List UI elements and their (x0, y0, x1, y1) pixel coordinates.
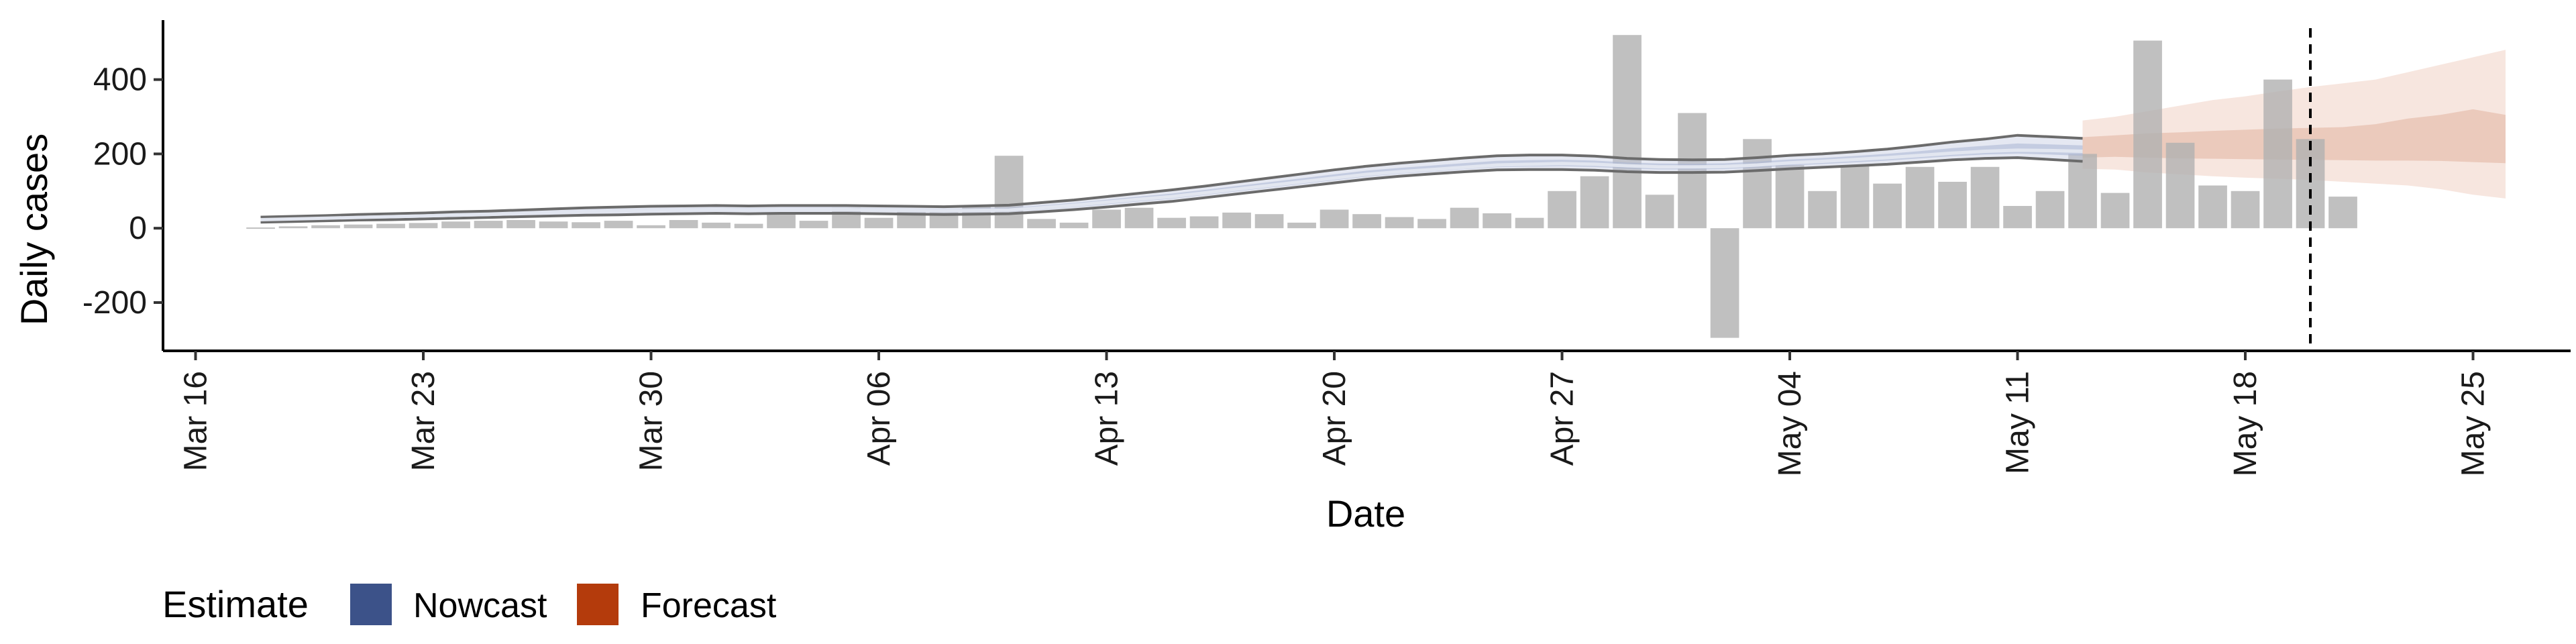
case-bar (2133, 40, 2162, 229)
case-bar (1970, 166, 2000, 229)
nowcast-bands (260, 133, 2083, 224)
nowcast-median-line (260, 148, 2083, 221)
daily-case-bars (246, 35, 2357, 338)
case-bar (767, 213, 796, 229)
case-bar (1352, 214, 1381, 229)
case-bar (2231, 191, 2260, 229)
case-bar (1157, 217, 1186, 229)
nowcast-lower-line (260, 156, 2083, 224)
x-axis-title: Date (1326, 492, 1405, 535)
case-bar (539, 221, 568, 229)
case-bar (1873, 183, 1902, 229)
x-tick-label: Mar 16 (178, 371, 214, 471)
case-bar (311, 225, 340, 229)
case-bar (1189, 216, 1219, 229)
case-bar (1548, 191, 1576, 229)
case-bar (1483, 213, 1511, 229)
x-tick-label: Mar 23 (406, 371, 441, 471)
case-bar (506, 220, 535, 229)
legend-key-forecast (577, 584, 619, 625)
case-bar (278, 226, 308, 229)
case-bar (1515, 217, 1544, 229)
x-tick-label: Apr 27 (1545, 371, 1580, 466)
legend: Estimate Nowcast Forecast (162, 583, 777, 625)
case-bar (669, 220, 698, 229)
case-bar (604, 221, 633, 229)
y-axis-title: Daily cases (13, 133, 55, 325)
case-bar (1613, 35, 1642, 229)
case-bar (376, 223, 405, 229)
y-tick-label: 0 (129, 211, 147, 246)
case-bar (2296, 139, 2325, 229)
case-bar (409, 223, 438, 229)
case-bar (2328, 197, 2357, 229)
case-bar (2165, 142, 2195, 229)
case-bar (1320, 209, 1349, 229)
case-bar (2100, 193, 2130, 229)
case-bar (1905, 166, 1935, 229)
legend-key-nowcast (350, 584, 392, 625)
y-tick-label: -200 (83, 285, 147, 321)
x-tick-label: May 25 (2456, 371, 2491, 476)
case-bar (637, 225, 665, 229)
case-bar (1645, 195, 1674, 229)
case-bar (1840, 165, 1870, 229)
y-tick-label: 200 (93, 136, 147, 172)
case-bar (441, 221, 470, 229)
case-bar (2198, 185, 2227, 229)
case-bar (2263, 79, 2292, 229)
case-bar (702, 222, 731, 229)
x-tick-label: Apr 20 (1317, 371, 1352, 466)
case-bar (1124, 207, 1154, 229)
y-tick-label: 400 (93, 62, 147, 98)
case-bar (734, 223, 763, 229)
case-bar (1710, 228, 1739, 338)
case-bar (1222, 212, 1251, 229)
legend-label-nowcast: Nowcast (413, 586, 547, 625)
y-axis-ticks: -200 0 200 400 (83, 62, 163, 321)
case-bar (1450, 207, 1479, 229)
x-tick-label: May 18 (2228, 371, 2263, 476)
case-bar (1385, 217, 1414, 229)
case-bar (1254, 214, 1284, 229)
x-tick-label: Apr 06 (861, 371, 897, 466)
axes: -200 0 200 400 Mar 16 Mar 23 Mar 30 Apr 06 Apr … (83, 20, 2571, 476)
case-bar (1287, 222, 1316, 229)
case-bar (1808, 191, 1837, 229)
x-tick-label: May 11 (2000, 371, 2036, 474)
case-bar (864, 217, 894, 229)
case-bar (2035, 191, 2065, 229)
case-bar (1059, 222, 1089, 229)
x-tick-label: Apr 13 (1089, 371, 1125, 466)
x-tick-label: May 04 (1772, 371, 1808, 476)
case-bar (799, 221, 828, 229)
case-bar (474, 221, 503, 229)
case-bar (1027, 219, 1056, 229)
case-bar (1743, 139, 1772, 229)
case-bar (2068, 154, 2097, 229)
case-bar (1092, 209, 1121, 229)
case-bar (1417, 219, 1446, 229)
case-bar (1580, 176, 1609, 229)
legend-label-forecast: Forecast (641, 586, 777, 625)
x-axis-ticks: Mar 16 Mar 23 Mar 30 Apr 06 Apr 13 Apr 20 Apr … (178, 351, 2491, 476)
case-bar (246, 227, 275, 229)
x-tick-label: Mar 30 (634, 371, 669, 471)
case-bar (1678, 113, 1707, 229)
case-bar (994, 156, 1024, 229)
case-bar (572, 222, 600, 229)
case-bar (1775, 165, 1805, 229)
nowcast-upper-line (260, 133, 2083, 219)
case-bar (1938, 182, 1967, 229)
case-bar (343, 224, 373, 229)
case-bar (2003, 206, 2032, 229)
legend-title: Estimate (162, 583, 309, 625)
nowcast-50-interval (260, 143, 2083, 221)
